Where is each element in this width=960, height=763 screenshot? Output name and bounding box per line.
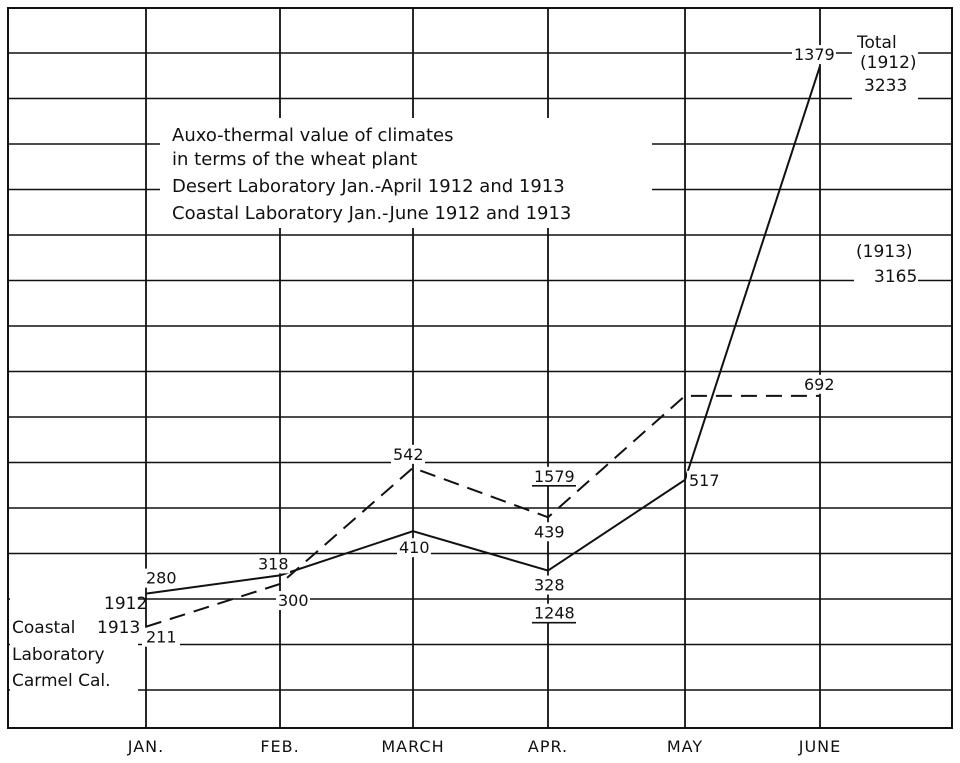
x-tick-1: FEB.	[260, 737, 299, 756]
value-label-mask	[687, 470, 721, 490]
series-line-1912	[145, 65, 821, 595]
totals-mask-bottom	[854, 238, 918, 284]
totals-mask-top	[852, 30, 918, 100]
value-label-mask	[802, 374, 836, 394]
totals-year-1912: (1912)	[860, 53, 917, 73]
x-tick-labels: JAN. FEB. MARCH APR. MAY JUNE	[127, 737, 842, 756]
x-tick-4: MAY	[667, 737, 703, 756]
totals-heading: Total	[856, 33, 897, 53]
series-line-1913	[145, 394, 820, 628]
value-label-mask	[256, 554, 290, 574]
left-labels: 1912 Coastal 1913 Laboratory Carmel Cal.	[10, 594, 147, 694]
value-label-mask	[276, 591, 310, 610]
value-label-mask	[391, 444, 425, 464]
title-line-3: Desert Laboratory Jan.-April 1912 and 19…	[172, 176, 565, 197]
totals-year-1913: (1913)	[856, 242, 913, 262]
left-label-coastal: Coastal	[12, 618, 75, 638]
title-line-2: in terms of the wheat plant	[172, 149, 417, 170]
value-label-mask	[532, 522, 566, 542]
value-label-1913-MARCH: 542	[393, 445, 424, 464]
totals-block: Total (1912) 3233 (1913) 3165	[852, 30, 918, 287]
value-label-1912-APR.: 328	[534, 576, 565, 595]
totals-value-1912: 3233	[864, 76, 907, 96]
value-label-1913-APR.: 439	[534, 522, 565, 541]
value-label-1913-JAN.: 211	[146, 628, 177, 647]
left-label-place: Carmel Cal.	[12, 671, 111, 691]
value-label-1912-JUNE: 1379	[794, 45, 835, 64]
desert-annotation-1579: 1579	[534, 467, 575, 486]
value-label-1912-MARCH: 410	[399, 538, 430, 557]
chart-title: Auxo-thermal value of climates in terms …	[160, 118, 652, 228]
value-label-1912-JAN.: 280	[146, 569, 177, 588]
title-mask	[160, 118, 652, 228]
value-label-mask	[142, 568, 180, 588]
series-layer	[145, 65, 821, 628]
totals-value-1913: 3165	[874, 267, 917, 287]
annotation-mask	[532, 466, 578, 486]
x-tick-3: APR.	[528, 737, 568, 756]
x-tick-2: MARCH	[381, 737, 444, 756]
value-label-mask	[397, 538, 431, 558]
desert-annotation-1248: 1248	[534, 604, 575, 623]
value-label-mask	[142, 627, 180, 647]
value-label-1912-MAY: 517	[689, 471, 720, 490]
left-label-1912: 1912	[104, 594, 147, 614]
left-label-laboratory: Laboratory	[12, 645, 105, 665]
title-line-1: Auxo-thermal value of climates	[172, 125, 454, 146]
value-label-1913-JUNE: 692	[804, 375, 835, 394]
value-label-mask	[792, 45, 836, 65]
value-label-1912-FEB.: 318	[258, 554, 289, 573]
left-labels-mask	[10, 594, 138, 694]
left-label-1913: 1913	[97, 618, 140, 638]
x-tick-5: JUNE	[798, 737, 842, 756]
plot-frame	[7, 7, 953, 729]
value-label-mask	[532, 575, 566, 595]
value-label-1913-FEB.: 300	[278, 591, 309, 610]
x-tick-0: JAN.	[127, 737, 164, 756]
value-labels: 280 318 410 328 517 1379 211 300 542 439 692 1579 12…	[142, 45, 836, 647]
grid	[8, 8, 952, 728]
annotation-mask	[532, 603, 578, 623]
title-line-4: Coastal Laboratory Jan.-June 1912 and 19…	[172, 203, 571, 224]
